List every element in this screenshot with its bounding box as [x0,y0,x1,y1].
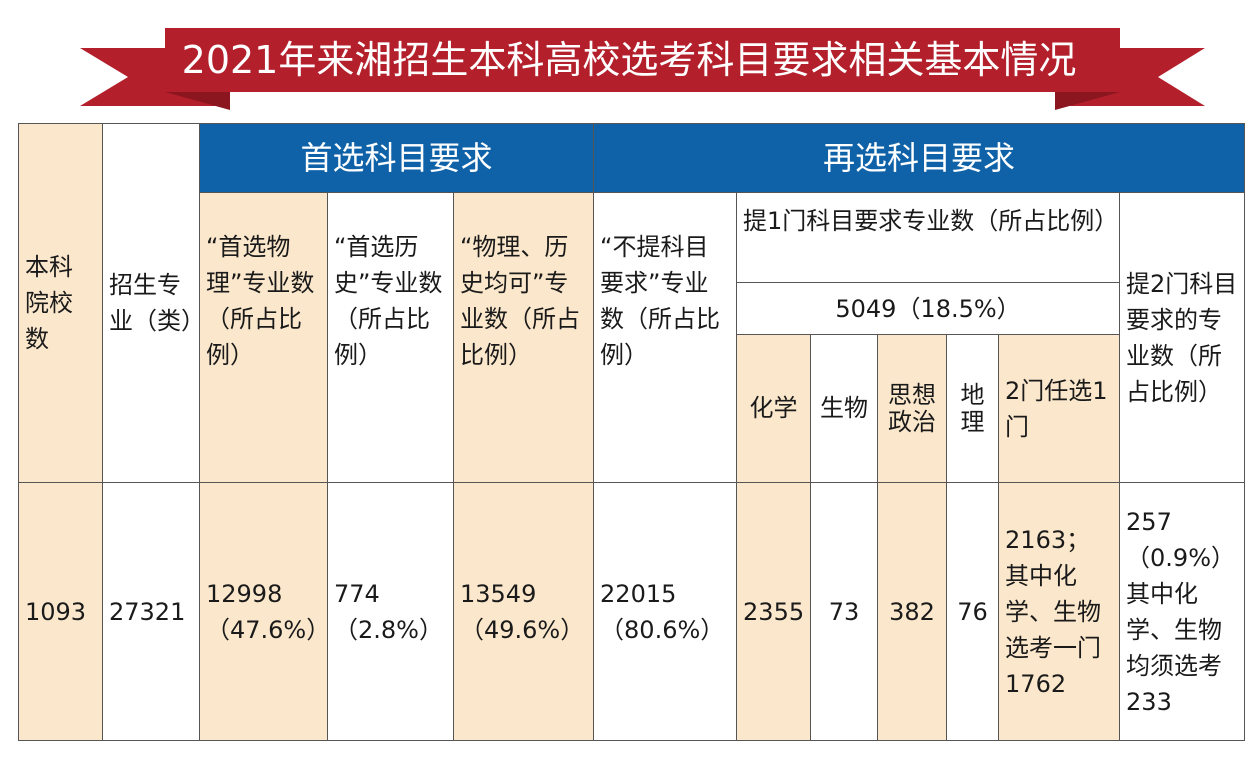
header-one-subject-total: 5049（18.5%） [736,282,1121,335]
banner-right-fold [1055,92,1120,110]
cell-biology: 73 [810,482,879,741]
banner-main [165,28,1120,92]
cell-both: 13549（49.6%） [452,482,595,741]
cell-schools: 1093 [18,482,103,741]
cell-physics: 12998（47.6%） [199,482,328,741]
summary-table: 本科院校数 招生专业（类） 首选科目要求 再选科目要求 “首选物理”专业数（所占… [18,123,1246,741]
cell-majors: 27321 [102,482,200,741]
cell-no-requirement: 22015（80.6%） [593,482,738,741]
cell-politics: 382 [877,482,948,741]
header-schools: 本科院校数 [18,123,103,483]
page-title: 2021年来湘招生本科高校选考科目要求相关基本情况 [181,38,1077,82]
banner-left-fold [165,92,230,110]
header-no-requirement: “不提科目要求”专业数（所占比例） [593,192,738,483]
cell-two-subjects: 257（0.9%）其中化学、生物均须选考233 [1119,482,1246,741]
header-primary-physics: “首选物理”专业数（所占比例） [199,192,328,483]
header-secondary-group: 再选科目要求 [593,123,1246,193]
header-primary-group: 首选科目要求 [198,123,595,193]
header-primary-history: “首选历史”专业数（所占比例） [327,192,454,483]
header-biology: 生物 [810,334,879,483]
cell-any-one-of-two: 2163；其中化学、生物选考一门1762 [998,482,1121,741]
table-row: 1093 27321 12998（47.6%） 774（2.8%） 13549（… [18,482,1246,741]
header-one-subject: 提1门科目要求专业数（所占比例） [736,192,1121,283]
cell-chemistry: 2355 [736,482,812,741]
header-politics: 思想政治 [877,334,948,483]
cell-geography: 76 [946,482,1000,741]
header-primary-both: “物理、历史均可”专业数（所占比例） [452,192,595,483]
title-banner [80,28,1205,110]
header-majors: 招生专业（类） [102,123,200,483]
header-any-one-of-two: 2门任选1门 [998,334,1121,483]
header-geography: 地理 [946,334,1000,483]
cell-history: 774（2.8%） [327,482,454,741]
header-two-subjects: 提2门科目要求的专业数（所占比例） [1119,192,1246,483]
header-chemistry: 化学 [736,334,812,483]
